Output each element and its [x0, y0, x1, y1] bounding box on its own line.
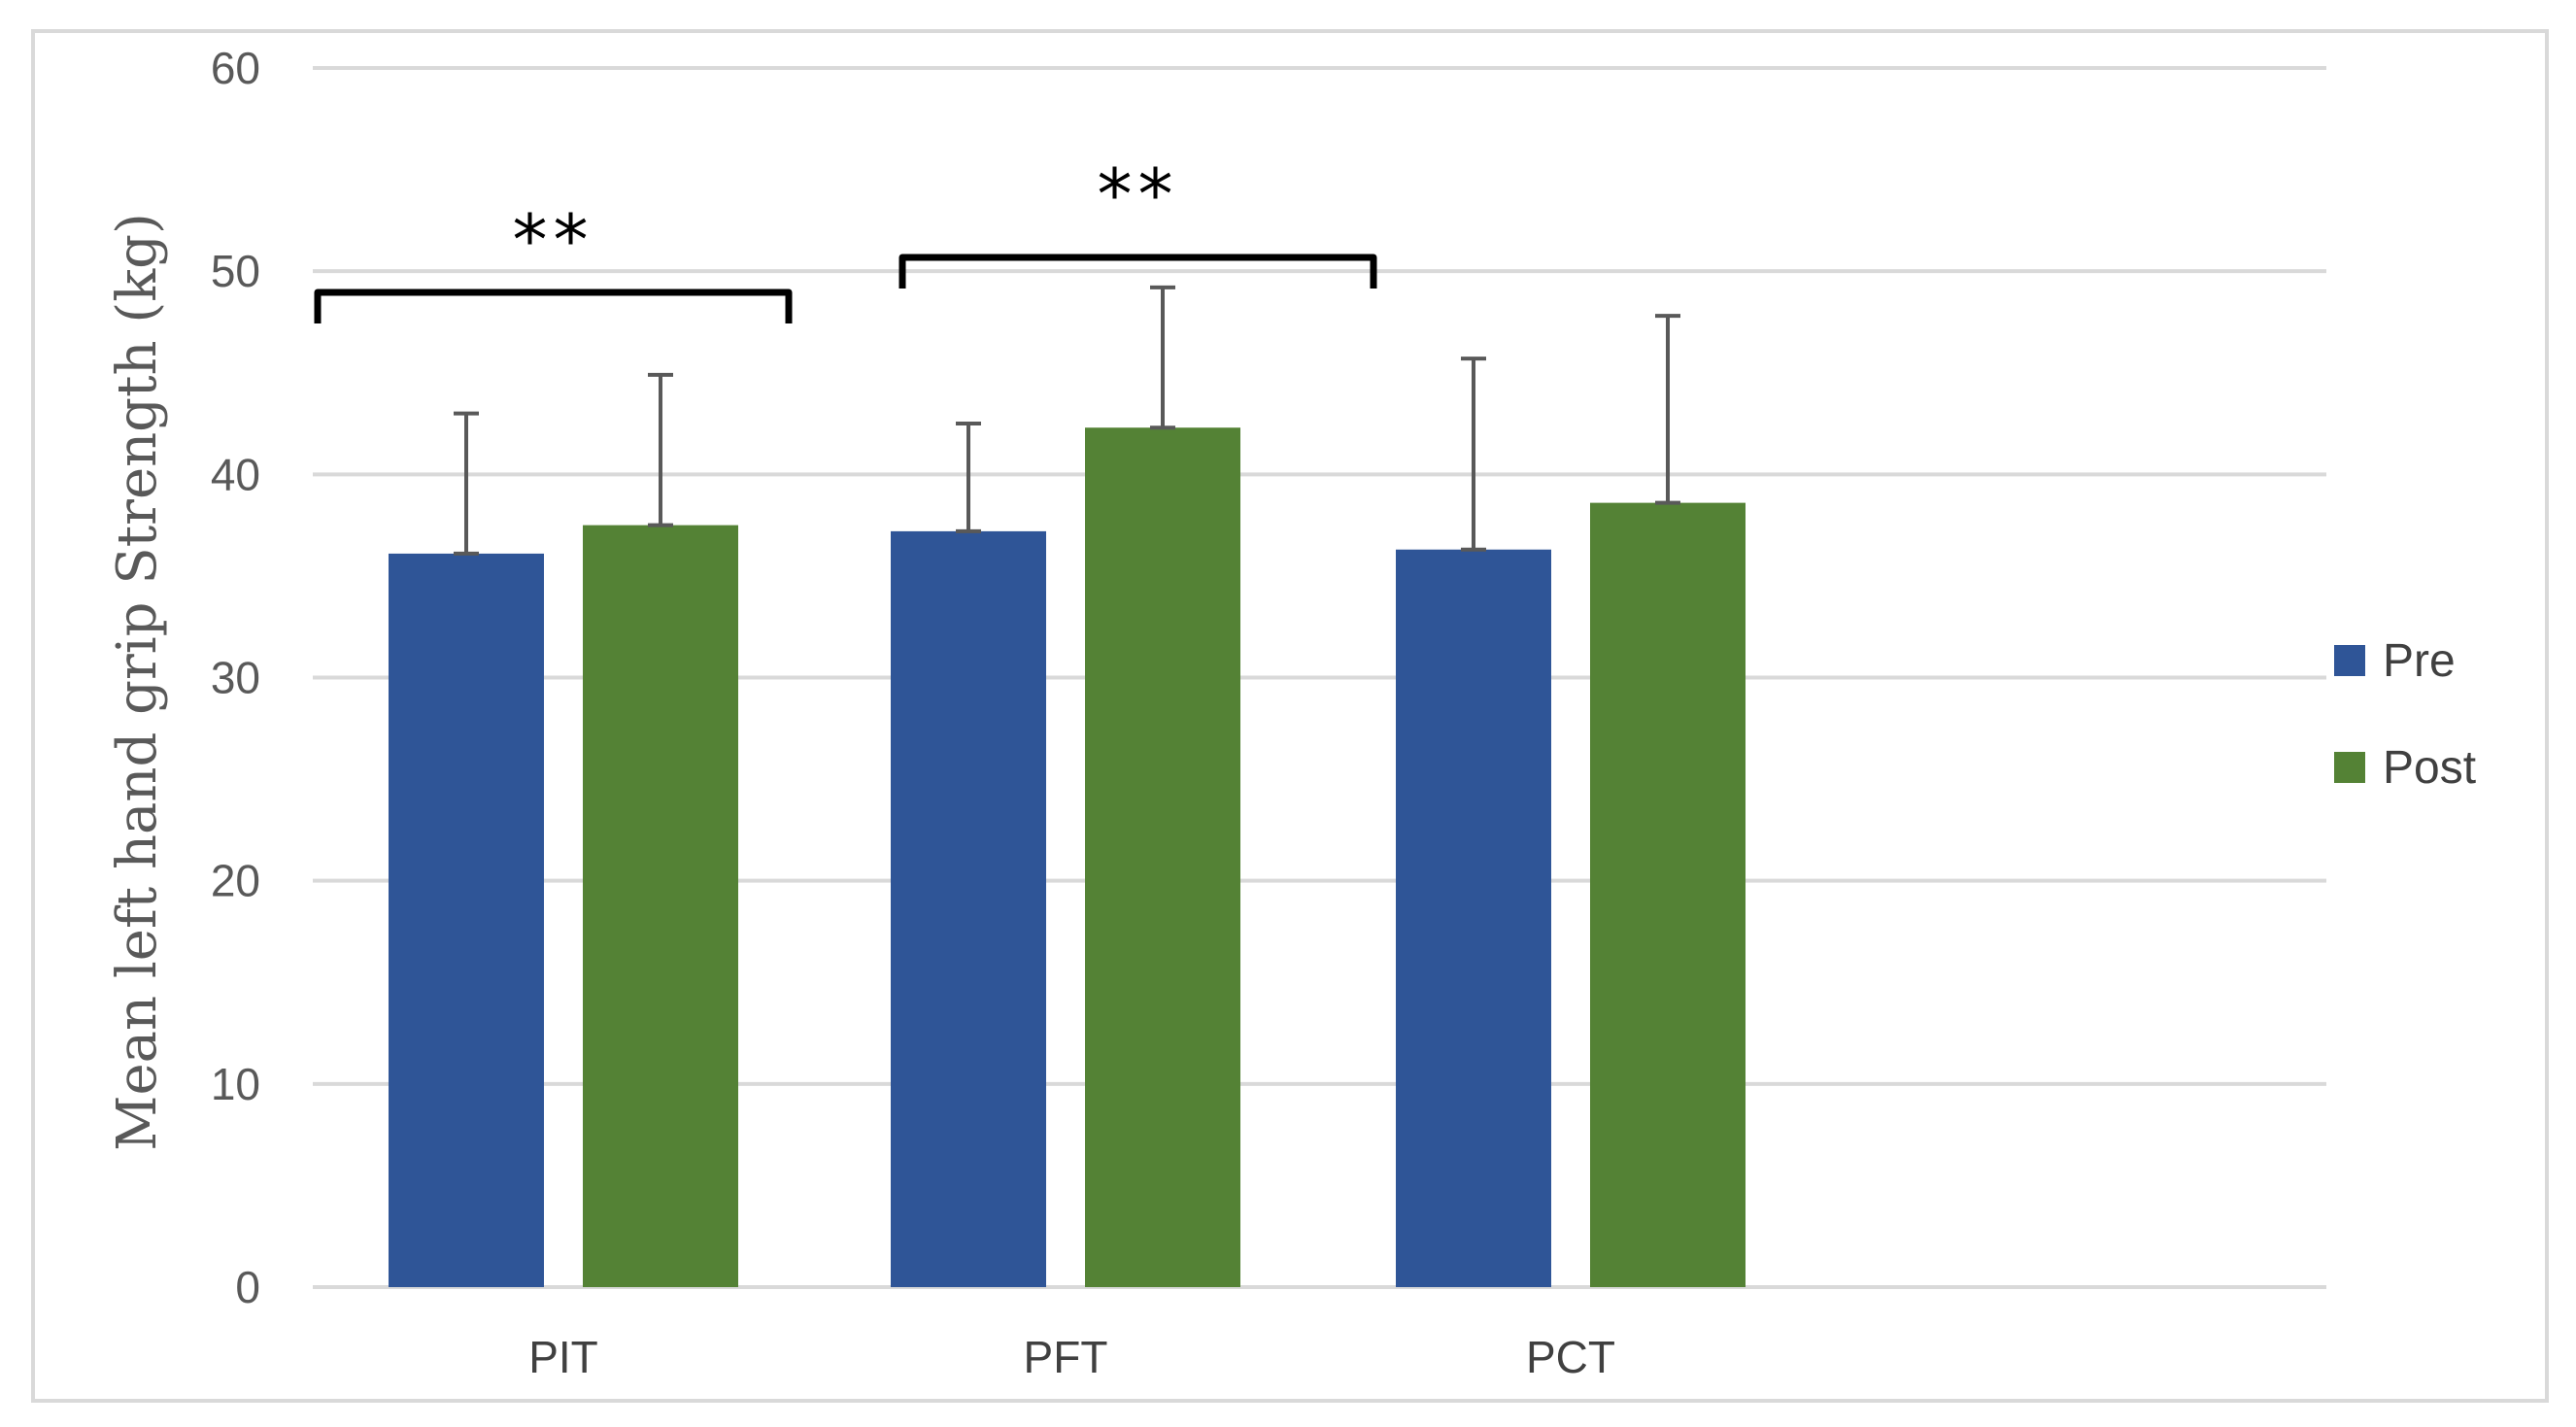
y-tick-label: 10 [211, 1059, 260, 1109]
x-axis-category-labels: PIT PFT PCT [528, 1332, 1615, 1382]
legend-label-pre: Pre [2383, 635, 2456, 687]
y-tick-label: 30 [211, 653, 260, 703]
y-axis-label: Mean left hand grip Strength (kg) [106, 213, 169, 1151]
significance-marker: ** [513, 199, 594, 281]
x-category-label: PIT [528, 1332, 598, 1382]
x-category-label: PCT [1526, 1332, 1615, 1382]
legend-swatch-post [2334, 752, 2365, 783]
bar-post-pft [1085, 427, 1240, 1288]
legend: Pre Post [2334, 635, 2476, 794]
legend-label-post: Post [2383, 742, 2476, 794]
bars [389, 427, 1746, 1288]
bar-post-pit [583, 525, 738, 1287]
x-category-label: PFT [1024, 1332, 1108, 1382]
y-tick-label: 50 [211, 246, 260, 296]
y-tick-label: 60 [211, 43, 260, 93]
bar-pre-pct [1396, 549, 1551, 1287]
y-tick-label: 40 [211, 449, 260, 499]
bar-post-pct [1590, 502, 1746, 1287]
bar-pre-pft [891, 530, 1046, 1287]
legend-swatch-pre [2334, 645, 2365, 676]
significance-marker: ** [1098, 153, 1179, 235]
y-tick-label: 0 [235, 1262, 260, 1312]
y-tick-label: 20 [211, 856, 260, 906]
bar-pre-pit [389, 553, 544, 1287]
significance-bracket [314, 289, 793, 323]
error-bars [454, 285, 1680, 556]
y-axis-tick-labels: 0 10 20 30 40 50 60 [211, 43, 260, 1312]
significance-annotations: ** ** [314, 153, 1377, 323]
significance-bracket [898, 254, 1377, 289]
